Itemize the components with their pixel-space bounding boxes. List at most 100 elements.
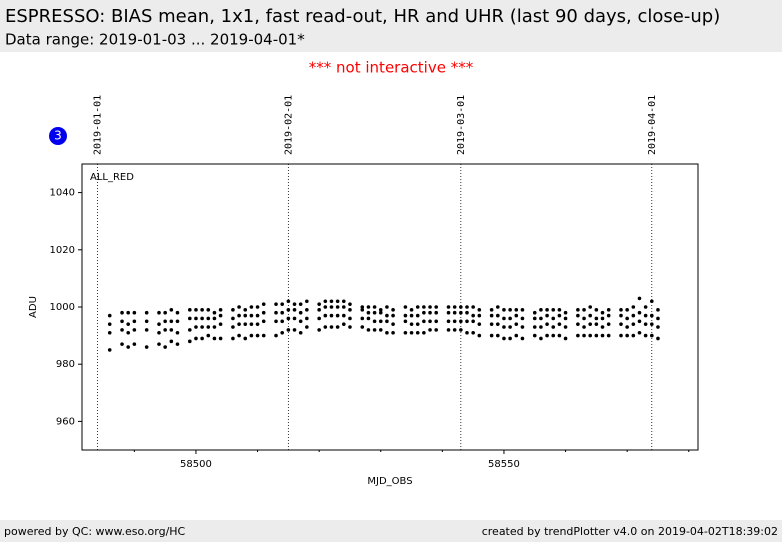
data-point	[372, 328, 377, 332]
data-point	[212, 325, 217, 329]
data-point	[348, 302, 352, 306]
data-point	[385, 319, 389, 324]
data-point	[477, 308, 482, 312]
y-axis-label: ADU	[28, 296, 39, 318]
data-point	[255, 322, 260, 326]
data-point	[459, 319, 463, 324]
data-point	[477, 333, 482, 338]
data-point	[428, 310, 432, 315]
data-point	[551, 316, 556, 321]
data-point	[619, 313, 623, 318]
data-point	[378, 328, 383, 332]
data-point	[298, 310, 303, 315]
y-tick-label: 980	[56, 359, 75, 370]
data-point	[625, 325, 629, 329]
data-point	[366, 328, 371, 332]
data-point	[360, 325, 365, 329]
data-point	[218, 336, 223, 341]
data-point	[175, 319, 180, 324]
data-point	[465, 305, 469, 309]
data-point	[292, 302, 297, 306]
data-point	[323, 325, 328, 329]
data-point	[317, 328, 321, 332]
data-point	[360, 316, 365, 321]
data-point	[206, 308, 211, 312]
data-point	[157, 322, 161, 326]
data-point	[169, 319, 174, 324]
data-point	[631, 305, 636, 309]
data-point	[563, 325, 568, 329]
data-point	[619, 333, 623, 338]
data-point	[446, 319, 451, 324]
panel-label: ALL_RED	[90, 172, 134, 183]
data-point	[520, 308, 525, 312]
data-point	[144, 310, 149, 315]
date-label: 2019-04-01	[647, 95, 658, 155]
data-point	[434, 319, 439, 324]
data-point	[557, 322, 562, 326]
data-point	[637, 296, 642, 301]
y-tick-label: 1000	[50, 302, 75, 313]
data-point	[656, 316, 660, 321]
data-point	[163, 345, 167, 349]
data-point	[545, 322, 549, 326]
data-point	[200, 316, 204, 321]
data-point	[107, 313, 112, 318]
x-axis-label: MJD_OBS	[367, 476, 412, 487]
data-point	[532, 325, 537, 329]
data-point	[459, 305, 463, 309]
data-point	[360, 308, 365, 312]
data-point	[428, 305, 432, 309]
data-point	[206, 333, 211, 338]
data-point	[255, 305, 260, 309]
data-point	[280, 319, 285, 324]
x-tick-label: 58500	[180, 459, 212, 470]
date-label: 2019-01-01	[92, 95, 103, 155]
data-point	[422, 319, 426, 324]
data-point	[107, 348, 112, 352]
data-point	[218, 313, 223, 318]
data-point	[298, 319, 303, 324]
data-point	[496, 322, 500, 326]
data-point	[489, 313, 494, 318]
data-point	[188, 316, 192, 321]
data-point	[212, 316, 217, 321]
data-point	[261, 333, 266, 338]
data-point	[496, 305, 500, 309]
data-point	[274, 310, 278, 315]
data-point	[471, 330, 475, 335]
data-point	[243, 313, 248, 318]
data-point	[409, 330, 414, 335]
data-point	[643, 305, 648, 309]
data-point	[391, 313, 395, 318]
y-tick-label: 960	[56, 416, 75, 427]
data-point	[452, 328, 457, 332]
data-point	[280, 302, 285, 306]
data-point	[335, 313, 340, 318]
data-point	[619, 308, 623, 312]
data-point	[502, 308, 506, 312]
data-point	[508, 308, 512, 312]
data-point	[477, 313, 482, 318]
data-point	[520, 316, 525, 321]
data-point	[348, 325, 352, 329]
data-point	[237, 313, 241, 318]
y-tick-label: 1040	[50, 188, 75, 199]
data-point	[582, 325, 586, 329]
data-point	[606, 333, 611, 338]
data-point	[532, 333, 537, 338]
data-point	[132, 319, 137, 324]
data-point	[446, 310, 451, 315]
data-point	[496, 333, 500, 338]
data-point	[335, 325, 340, 329]
data-point	[631, 313, 636, 318]
data-point	[107, 330, 112, 335]
data-point	[459, 328, 463, 332]
data-point	[477, 322, 482, 326]
data-point	[434, 328, 439, 332]
data-point	[588, 313, 592, 318]
footer-left: powered by QC: www.eso.org/HC	[4, 525, 186, 538]
data-point	[465, 310, 469, 315]
data-point	[200, 325, 204, 329]
